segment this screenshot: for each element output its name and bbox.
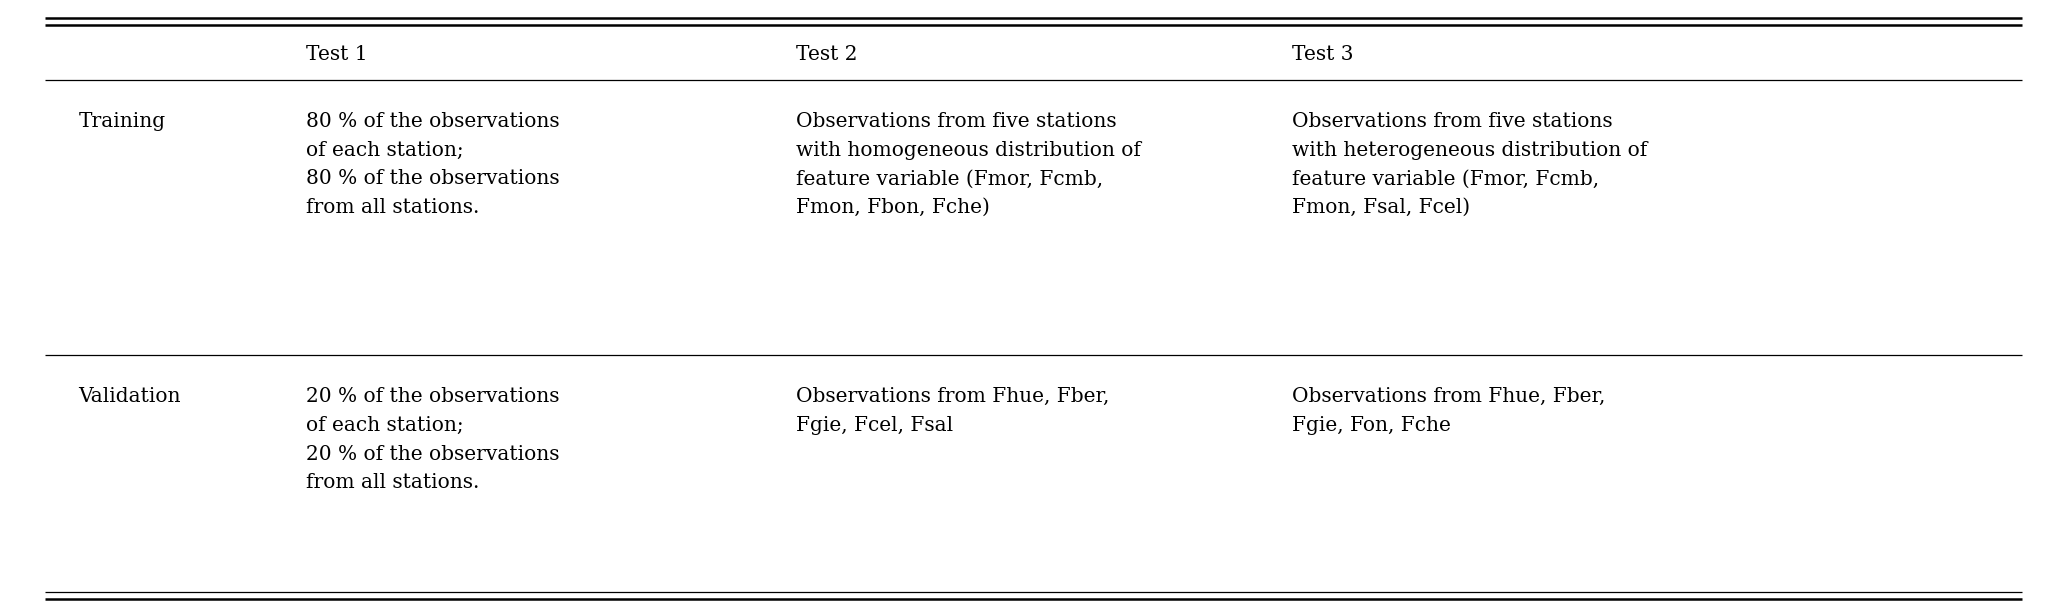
Text: Test 2: Test 2 [796,46,858,65]
Text: 20 % of the observations
of each station;
20 % of the observations
from all stat: 20 % of the observations of each station… [306,387,560,492]
Text: 80 % of the observations
of each station;
80 % of the observations
from all stat: 80 % of the observations of each station… [306,112,560,217]
Text: Validation: Validation [79,387,182,406]
Text: Observations from five stations
with homogeneous distribution of
feature variabl: Observations from five stations with hom… [796,112,1141,217]
Text: Test 1: Test 1 [306,46,368,65]
Text: Observations from Fhue, Fber,
Fgie, Fon, Fche: Observations from Fhue, Fber, Fgie, Fon,… [1292,387,1606,435]
Text: Observations from Fhue, Fber,
Fgie, Fcel, Fsal: Observations from Fhue, Fber, Fgie, Fcel… [796,387,1110,435]
Text: Test 3: Test 3 [1292,46,1354,65]
Text: Observations from five stations
with heterogeneous distribution of
feature varia: Observations from five stations with het… [1292,112,1647,217]
Text: Training: Training [79,112,165,131]
